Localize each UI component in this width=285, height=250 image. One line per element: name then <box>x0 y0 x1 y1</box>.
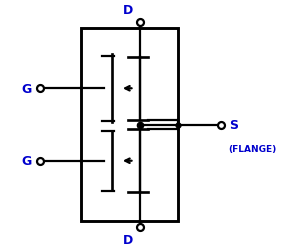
Text: (FLANGE): (FLANGE) <box>229 144 277 154</box>
Text: G: G <box>22 154 32 168</box>
Text: D: D <box>123 233 134 246</box>
Text: S: S <box>229 118 238 132</box>
Text: G: G <box>22 82 32 96</box>
Text: D: D <box>123 4 134 17</box>
Bar <box>81 29 178 221</box>
